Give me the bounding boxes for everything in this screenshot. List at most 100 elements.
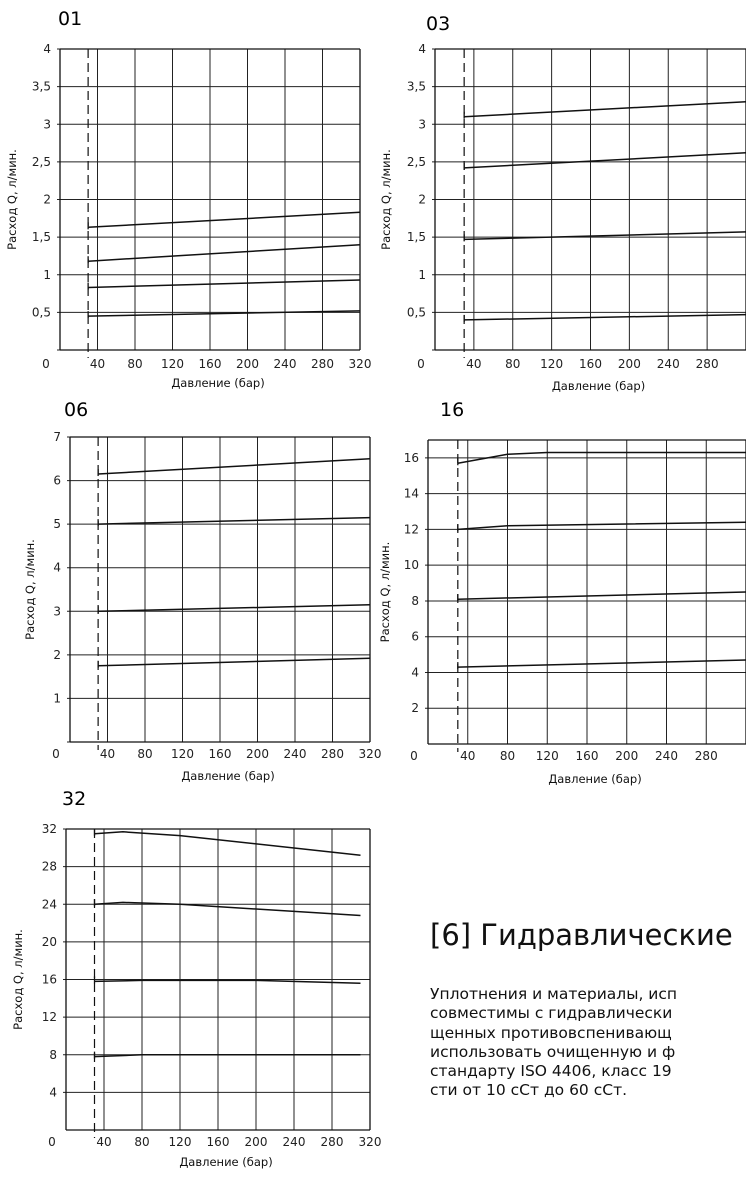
series-line: [457, 521, 746, 531]
series-line: [98, 516, 371, 525]
x-tick-label: 280: [695, 749, 718, 763]
origin-label: 0: [417, 357, 425, 371]
y-tick-label: 8: [411, 594, 419, 608]
chart-06: 06 1 2 3 4 5 6 7 0 40 80 120 160 200 240 280 320 Давление…: [23, 399, 381, 783]
x-tick-label: 240: [274, 357, 297, 371]
series-line: [98, 657, 371, 667]
series-line: [94, 901, 361, 917]
chart-title: 16: [440, 399, 464, 421]
origin-label: 0: [52, 747, 60, 761]
x-tick-label: 40: [96, 1135, 111, 1149]
origin-label: 0: [410, 749, 418, 763]
y-tick-label: 4: [418, 42, 426, 56]
y-axis-label: Расход Q, л/мин.: [379, 149, 393, 250]
x-tick-label: 80: [127, 357, 142, 371]
paragraph-line: использовать очищенную и ф: [430, 1042, 676, 1061]
x-tick-label: 200: [246, 747, 269, 761]
y-tick-label: 5: [53, 517, 61, 531]
x-tick-label: 160: [207, 1135, 230, 1149]
y-tick-label: 4: [43, 42, 51, 56]
y-tick-label: 1: [418, 268, 426, 282]
y-tick-label: 1: [43, 268, 51, 282]
x-tick-label: 240: [283, 1135, 306, 1149]
x-axis-label: Давление (бар): [179, 1155, 272, 1169]
series-line: [88, 243, 361, 262]
paragraph-line: совместимы с гидравлически: [430, 1004, 673, 1023]
y-tick-label: 6: [411, 630, 419, 644]
x-axis-label: Давление (бар): [181, 769, 274, 783]
x-tick-label: 200: [236, 357, 259, 371]
x-tick-label: 280: [696, 357, 719, 371]
x-axis-label: Давление (бар): [171, 376, 264, 390]
y-tick-label: 0,5: [407, 305, 426, 319]
chart-title: 06: [64, 399, 88, 421]
y-axis-label: Расход Q, л/мин.: [378, 542, 392, 643]
y-tick-label: 16: [42, 973, 57, 987]
x-tick-label: 40: [460, 749, 475, 763]
series-line: [464, 313, 746, 321]
y-tick-label: 8: [49, 1048, 57, 1062]
y-tick-label: 2: [411, 701, 419, 715]
x-tick-label: 320: [359, 747, 382, 761]
chart-03: 030,511,522,533,540 40 80 120 160 200 240 280Да…: [379, 13, 746, 393]
y-tick-label: 7: [53, 430, 61, 444]
x-tick-label: 40: [90, 357, 105, 371]
y-tick-label: 0,5: [32, 305, 51, 319]
series-line: [88, 279, 361, 289]
y-tick-label: 3: [43, 117, 51, 131]
x-tick-label: 160: [579, 357, 602, 371]
y-tick-label: 28: [42, 860, 57, 874]
y-tick-label: 20: [42, 935, 57, 949]
y-tick-label: 4: [49, 1085, 57, 1099]
series-line: [464, 152, 746, 169]
x-tick-label: 120: [169, 1135, 192, 1149]
x-tick-label: 320: [349, 357, 372, 371]
paragraph-line: сти от 10 сСт до 60 сСт.: [430, 1081, 628, 1100]
x-tick-label: 240: [284, 747, 307, 761]
y-tick-label: 1: [53, 691, 61, 705]
series-line: [94, 1054, 361, 1058]
x-tick-label: 240: [657, 357, 680, 371]
section-paragraph: Уплотнения и материалы, исп совместимы с…: [430, 985, 746, 1101]
series-line: [98, 458, 371, 475]
x-tick-label: 120: [540, 357, 563, 371]
x-tick-label: 160: [199, 357, 222, 371]
series-line: [457, 659, 746, 668]
y-axis-label: Расход Q, л/мин.: [23, 539, 37, 640]
y-tick-label: 6: [53, 474, 61, 488]
y-tick-label: 3: [418, 117, 426, 131]
x-tick-label: 160: [209, 747, 232, 761]
x-tick-label: 120: [161, 357, 184, 371]
x-tick-label: 280: [321, 1135, 344, 1149]
origin-label: 0: [42, 357, 50, 371]
y-tick-label: 2: [418, 193, 426, 207]
series-line: [88, 211, 361, 229]
y-tick-label: 1,5: [407, 230, 426, 244]
x-tick-label: 120: [171, 747, 194, 761]
paragraph-line: Уплотнения и материалы, исп: [430, 985, 678, 1003]
y-tick-label: 2: [53, 648, 61, 662]
x-axis-label: Давление (бар): [552, 379, 645, 393]
x-tick-label: 320: [359, 1135, 382, 1149]
series-line: [464, 100, 746, 118]
series-line: [457, 591, 746, 600]
paragraph-line: стандарту ISO 4406, класс 19: [430, 1062, 672, 1081]
x-tick-label: 240: [655, 749, 678, 763]
paragraph-line: щенных противовспенивающ: [430, 1023, 672, 1042]
chart-title: 01: [58, 8, 82, 30]
y-tick-label: 4: [53, 561, 61, 575]
x-axis-label: Давление (бар): [548, 772, 641, 786]
x-tick-label: 40: [466, 357, 481, 371]
section-title: [6] Гидравлические: [430, 918, 733, 952]
y-tick-label: 2,5: [32, 155, 51, 169]
y-tick-label: 10: [404, 558, 419, 572]
x-tick-label: 80: [134, 1135, 149, 1149]
series-line: [94, 831, 361, 857]
chart-title: 32: [62, 788, 86, 810]
x-tick-label: 200: [615, 749, 638, 763]
origin-label: 0: [48, 1135, 56, 1149]
x-tick-label: 120: [536, 749, 559, 763]
y-tick-label: 1,5: [32, 230, 51, 244]
